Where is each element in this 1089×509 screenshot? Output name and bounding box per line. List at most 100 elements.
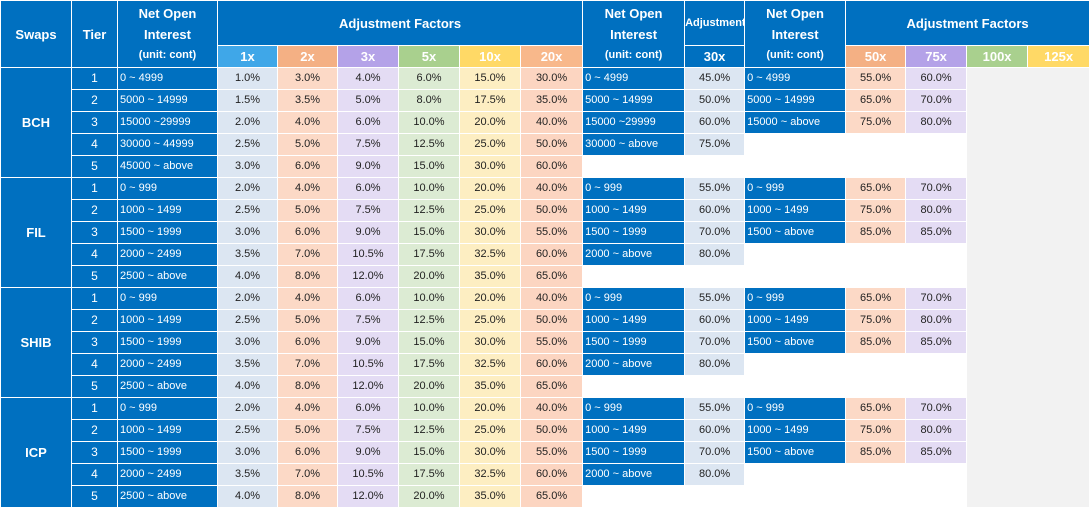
net-open-interest-range: 30000 ~ above	[582, 133, 686, 156]
adjustment-factor-cell: 5.0%	[337, 89, 399, 112]
leverage-5x-header: 5x	[398, 45, 460, 68]
tier-number: 2	[71, 199, 118, 222]
leverage-3x-header: 3x	[337, 45, 399, 68]
adjustment-factor-cell: 4.0%	[217, 265, 278, 288]
empty-cell	[744, 463, 847, 486]
adjustment-factor-cell: 12.5%	[398, 309, 460, 332]
swap-name: ICP	[0, 397, 72, 508]
empty-cell	[845, 265, 907, 288]
adjustment-factor-cell: 50.0%	[684, 89, 746, 112]
adjustment-factor-cell: 80.0%	[684, 243, 746, 266]
table-row: 3 1500 ~ 1999 3.0% 6.0% 9.0% 15.0% 30.0% 55.0% 1…	[1, 221, 1089, 244]
net-open-interest-range: 30000 ~ 44999	[117, 133, 218, 156]
net-open-interest-range: 1500 ~ 1999	[582, 331, 686, 354]
table-row: 4 30000 ~ 44999 2.5% 5.0% 7.5% 12.5% 25.0% 50.0…	[1, 133, 1089, 156]
adjustment-factor-cell: 25.0%	[459, 419, 521, 442]
empty-cell	[845, 463, 907, 486]
adjustment-factor-cell: 4.0%	[277, 177, 338, 200]
tier-number: 4	[71, 243, 118, 266]
empty-cell	[684, 265, 746, 288]
adjustment-factor-cell: 32.5%	[459, 463, 521, 486]
adjustment-factor-cell: 20.0%	[398, 485, 460, 508]
noi-header-a: Net Open Interest (unit: cont)	[117, 0, 218, 68]
swap-name: FIL	[0, 177, 72, 288]
noi-header-unit: (unit: cont)	[138, 48, 197, 61]
adjustment-factor-cell: 17.5%	[398, 463, 460, 486]
empty-cell	[905, 265, 968, 288]
empty-cell	[845, 155, 907, 178]
empty-cell	[905, 463, 968, 486]
adjustment-factor-cell: 7.5%	[337, 133, 399, 156]
adjustment-factor-cell: 1.0%	[217, 67, 278, 90]
adjustment-factor-cell: 45.0%	[684, 67, 746, 90]
table-body: BCH 1 0 ~ 4999 1.0% 3.0% 4.0% 6.0% 15.0% 30.0% 0 …	[0, 67, 1089, 508]
net-open-interest-range: 5000 ~ 14999	[744, 89, 847, 112]
noi-header-unit: (unit: cont)	[766, 48, 824, 61]
swap-name: BCH	[0, 67, 72, 178]
adjustment-factor-cell: 15.0%	[398, 441, 460, 464]
table-row: 5 2500 ~ above 4.0% 8.0% 12.0% 20.0% 35.0% 65.0…	[1, 375, 1089, 398]
adjustment-factor-cell: 2.0%	[217, 397, 278, 420]
adjustment-factor-cell: 30.0%	[459, 441, 521, 464]
adjustment-factor-cell: 10.0%	[398, 397, 460, 420]
adjustment-factor-cell: 60.0%	[519, 243, 584, 266]
adjustment-factor-cell: 65.0%	[845, 177, 907, 200]
adjustment-factor-cell: 7.0%	[277, 243, 338, 266]
adj-factors-header-a: Adjustment Factors	[216, 0, 584, 46]
adjustment-factor-cell: 70.0%	[684, 331, 746, 354]
net-open-interest-range: 0 ~ 999	[582, 397, 686, 420]
table-row: 2 1000 ~ 1499 2.5% 5.0% 7.5% 12.5% 25.0% 50.0% 1…	[1, 199, 1089, 222]
adjustment-factor-cell: 65.0%	[519, 265, 584, 288]
leverage-2x-header: 2x	[277, 45, 338, 68]
adjustment-factor-cell: 2.5%	[217, 419, 278, 442]
tier-number: 1	[71, 177, 118, 200]
adjustment-factor-cell: 10.5%	[337, 353, 399, 376]
tier-number: 3	[71, 331, 118, 354]
table-row: 5 2500 ~ above 4.0% 8.0% 12.0% 20.0% 35.0% 65.0…	[1, 265, 1089, 288]
table-row: 3 15000 ~29999 2.0% 4.0% 6.0% 10.0% 20.0% 40.0%…	[1, 111, 1089, 134]
empty-cell	[582, 375, 686, 398]
adjustment-factor-cell: 2.5%	[217, 199, 278, 222]
adjustment-factor-cell: 10.5%	[337, 463, 399, 486]
adjustment-factor-cell: 80.0%	[905, 199, 968, 222]
adjustment-factor-cell: 60.0%	[519, 463, 584, 486]
adjustment-factor-cell: 75.0%	[684, 133, 746, 156]
adjustment-factor-cell: 10.0%	[398, 111, 460, 134]
net-open-interest-range: 1000 ~ 1499	[582, 309, 686, 332]
net-open-interest-range: 0 ~ 999	[744, 397, 847, 420]
leverage-10x-header: 10x	[459, 45, 521, 68]
noi-header-line1: Net Open	[604, 5, 663, 21]
net-open-interest-range: 5000 ~ 14999	[117, 89, 218, 112]
net-open-interest-range: 2000 ~ above	[582, 463, 686, 486]
empty-cell	[744, 243, 847, 266]
net-open-interest-range: 0 ~ 999	[582, 287, 686, 310]
adjustment-factor-cell: 35.0%	[519, 89, 584, 112]
empty-cell	[744, 353, 847, 376]
adjustment-factor-cell: 6.0%	[337, 397, 399, 420]
adjustment-factor-cell: 8.0%	[398, 89, 460, 112]
table-row: 2 1000 ~ 1499 2.5% 5.0% 7.5% 12.5% 25.0% 50.0% 1…	[1, 419, 1089, 442]
net-open-interest-range: 0 ~ 999	[117, 287, 218, 310]
table-row: 4 2000 ~ 2499 3.5% 7.0% 10.5% 17.5% 32.5% 60.0%…	[1, 463, 1089, 486]
adjustment-factor-cell: 30.0%	[459, 221, 521, 244]
empty-cell	[905, 485, 968, 508]
empty-cell	[905, 155, 968, 178]
adjustment-factor-cell: 3.5%	[217, 353, 278, 376]
adjustment-factor-cell: 6.0%	[277, 331, 338, 354]
noi-header-b: Net Open Interest (unit: cont)	[582, 0, 686, 68]
tier-number: 4	[71, 133, 118, 156]
net-open-interest-range: 1500 ~ 1999	[582, 221, 686, 244]
empty-cell	[684, 375, 746, 398]
adjustment-factor-cell: 12.0%	[337, 375, 399, 398]
adjustment-factor-cell: 3.0%	[217, 155, 278, 178]
adjustment-factor-cell: 30.0%	[519, 67, 584, 90]
empty-cell	[905, 353, 968, 376]
tier-number: 1	[71, 397, 118, 420]
empty-cell	[582, 155, 686, 178]
adjustment-factor-cell: 12.0%	[337, 485, 399, 508]
adjustment-factor-cell: 7.5%	[337, 419, 399, 442]
adjustment-factor-cell: 30.0%	[459, 331, 521, 354]
adjustment-factor-cell: 35.0%	[459, 265, 521, 288]
empty-cell	[845, 243, 907, 266]
